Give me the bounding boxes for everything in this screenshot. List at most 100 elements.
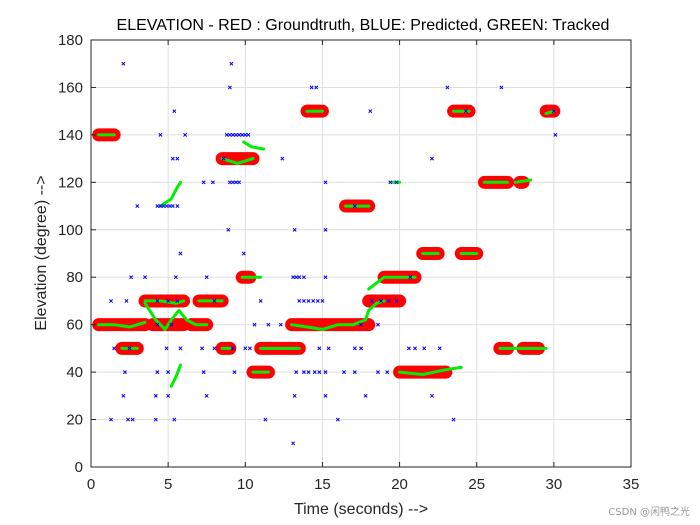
predicted-point	[155, 204, 160, 209]
predicted-point	[437, 346, 442, 351]
axis-ticks: 0 5 10 15 20 25 30 35 0 20 40 60 80 100 120 140 160 180	[58, 32, 639, 493]
predicted-point	[122, 370, 127, 375]
predicted-point	[226, 227, 231, 232]
predicted-point	[240, 132, 245, 137]
predicted-point	[359, 322, 363, 327]
predicted-point	[161, 204, 166, 209]
predicted-point	[379, 298, 384, 303]
predicted-point	[430, 393, 434, 398]
y-axis-label: Elevation (degree) -->	[33, 175, 50, 330]
predicted-point	[237, 132, 242, 137]
predicted-point	[317, 370, 322, 375]
predicted-point	[294, 275, 299, 280]
predicted-point	[178, 346, 183, 351]
predicted-point	[166, 298, 171, 303]
predicted-point	[312, 370, 317, 375]
predicted-point	[212, 346, 217, 351]
predicted-point	[376, 370, 380, 375]
tracked-series	[97, 109, 556, 388]
predicted-point	[352, 204, 357, 209]
predicted-point	[311, 298, 316, 303]
predicted-point	[167, 204, 172, 209]
predicted-point	[326, 346, 331, 351]
predicted-point	[164, 204, 169, 209]
y-tick-label: 60	[66, 317, 83, 334]
predicted-point	[263, 417, 268, 422]
predicted-point	[230, 132, 235, 137]
predicted-point	[280, 156, 285, 161]
tracked-line	[544, 109, 556, 115]
predicted-point	[166, 370, 171, 375]
chart-title: ELEVATION - RED : Groundtruth, BLUE: Pre…	[117, 17, 610, 34]
predicted-point	[204, 393, 209, 398]
predicted-point	[175, 156, 180, 161]
predicted-point	[266, 322, 271, 327]
predicted-point	[394, 180, 399, 185]
tracked-line	[398, 365, 463, 376]
predicted-point	[406, 346, 411, 351]
predicted-point	[294, 370, 299, 375]
predicted-point	[306, 298, 311, 303]
predicted-point	[258, 298, 263, 303]
predicted-point	[135, 204, 140, 209]
tracked-line	[143, 299, 186, 305]
predicted-point	[247, 346, 252, 351]
x-tick-label: 25	[468, 476, 485, 493]
predicted-point	[291, 275, 296, 280]
predicted-point	[170, 156, 175, 161]
watermark: CSDN @闲鸭之光	[608, 505, 690, 518]
predicted-point	[385, 370, 390, 375]
x-tick-label: 10	[237, 476, 254, 493]
predicted-point	[359, 346, 363, 351]
predicted-point	[376, 322, 380, 327]
predicted-point	[241, 251, 246, 256]
predicted-point	[129, 275, 134, 280]
predicted-point	[301, 298, 306, 303]
predicted-point	[291, 441, 296, 446]
predicted-point	[172, 417, 177, 422]
predicted-point	[143, 275, 147, 280]
x-tick-label: 0	[87, 476, 95, 493]
tracked-line	[97, 320, 147, 329]
predicted-point	[232, 370, 237, 375]
predicted-point	[121, 61, 126, 66]
plot-area	[90, 39, 632, 468]
x-tick-label: 20	[391, 476, 408, 493]
predicted-point	[292, 393, 297, 398]
predicted-point	[553, 132, 558, 137]
predicted-point	[246, 132, 251, 137]
predicted-point	[335, 417, 340, 422]
predicted-point	[352, 370, 357, 375]
predicted-point	[121, 393, 126, 398]
predicted-point	[430, 156, 434, 161]
tracked-line	[143, 301, 209, 331]
predicted-point	[178, 251, 183, 256]
predicted-point	[243, 346, 248, 351]
predicted-point	[323, 370, 328, 375]
y-tick-label: 120	[58, 174, 83, 191]
predicted-point	[230, 346, 235, 351]
predicted-point	[170, 204, 175, 209]
predicted-point	[252, 322, 257, 327]
predicted-point	[413, 346, 417, 351]
x-tick-label: 5	[164, 476, 172, 493]
predicted-point	[320, 298, 325, 303]
predicted-point	[317, 346, 322, 351]
y-tick-label: 80	[66, 269, 83, 286]
predicted-point	[388, 180, 393, 185]
tracked-line	[169, 363, 182, 388]
predicted-point	[130, 417, 135, 422]
predicted-point	[204, 275, 209, 280]
predicted-point	[234, 132, 238, 137]
predicted-point	[229, 61, 234, 66]
predicted-point	[172, 109, 177, 114]
predicted-point	[463, 109, 468, 114]
predicted-point	[323, 180, 328, 185]
predicted-point	[369, 298, 374, 303]
predicted-point	[451, 417, 456, 422]
y-tick-label: 20	[66, 412, 83, 429]
predicted-point	[153, 417, 158, 422]
predicted-point	[237, 180, 242, 185]
predicted-point	[227, 180, 232, 185]
